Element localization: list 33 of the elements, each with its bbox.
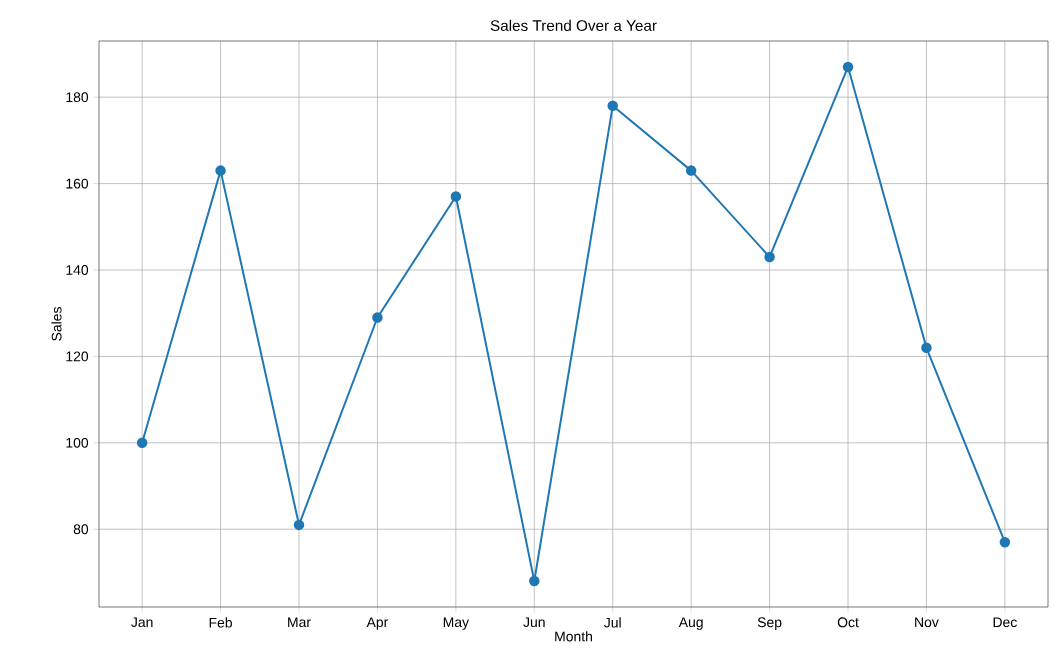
point: [999, 536, 1011, 548]
x-tick-label: Sep: [757, 617, 782, 630]
x-tick-label: Dec: [993, 617, 1017, 628]
x-tick-label: Oct: [837, 617, 859, 628]
y-tick-label: 120: [66, 351, 89, 362]
x-tick-label: Nov: [915, 617, 939, 628]
x-tick-label: Aug: [678, 617, 703, 630]
chart-title: Sales Trend Over a Year: [490, 19, 657, 31]
point: [921, 342, 932, 354]
point: [685, 165, 697, 176]
x-tick-label: Apr: [366, 617, 389, 630]
y-tick-label: 180: [66, 92, 89, 103]
x-tick-label: May: [443, 617, 469, 630]
point: [529, 575, 540, 587]
y-tick-label: 160: [66, 178, 89, 189]
y-tick-label: 100: [66, 437, 89, 448]
point: [764, 251, 775, 263]
point: [372, 312, 383, 323]
point: [215, 165, 226, 176]
point: [607, 100, 618, 112]
x-tick-label: Feb: [209, 617, 232, 628]
y-tick-label: 80: [73, 524, 89, 535]
point: [293, 519, 305, 531]
point: [842, 61, 854, 73]
y-tick-label: 140: [66, 265, 89, 275]
x-tick-label: Jul: [604, 617, 621, 628]
point: [136, 437, 148, 449]
point: [450, 191, 462, 202]
x-tick-label: Mar: [288, 617, 311, 628]
x-axis-title: Month: [555, 631, 592, 642]
x-tick-label: Jan: [131, 617, 153, 628]
x-tick-label: Jun: [523, 617, 545, 628]
y-axis-title: Sales: [51, 307, 62, 341]
